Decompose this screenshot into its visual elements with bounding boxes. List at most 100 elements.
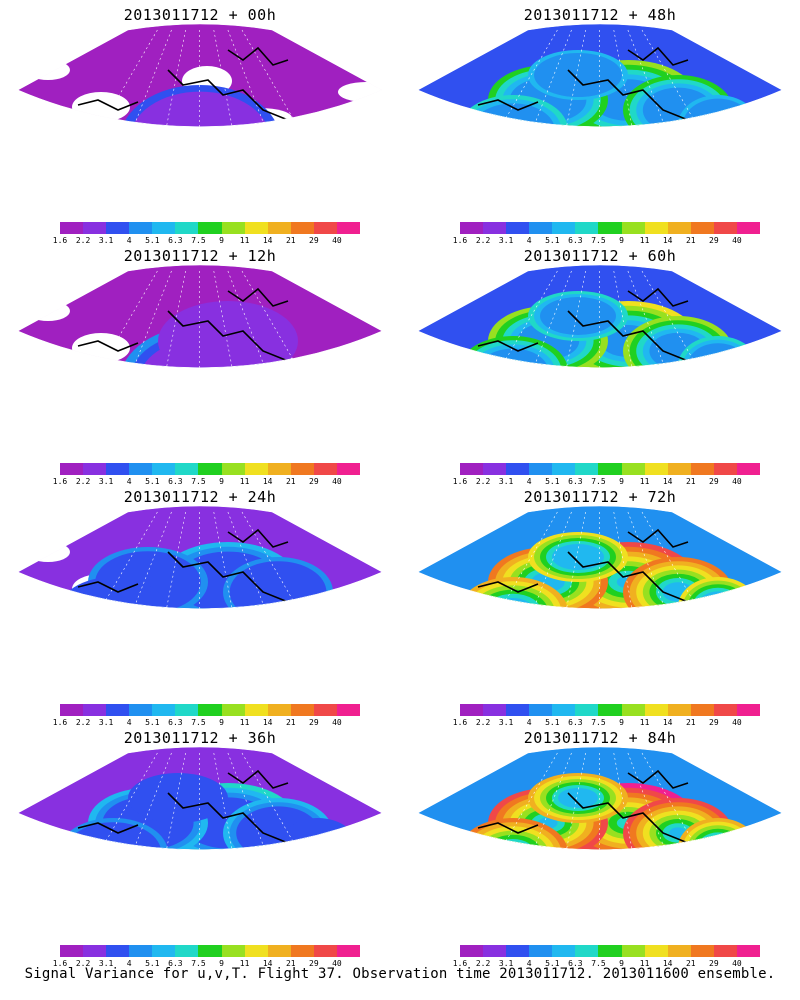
colorbar-swatch — [460, 222, 484, 234]
latitude-line — [18, 156, 382, 198]
forecast-panel: 2013011712 + 84h 1.6 2.2 3.1 4 5.1 6.3 7.5 9 11 14… — [400, 723, 800, 968]
longitude-line — [627, 752, 694, 850]
variance-contour — [540, 297, 616, 335]
colorbar-tick-label: 40 — [332, 959, 342, 968]
latitude-line — [418, 857, 782, 895]
colorbar-tick-label: 3.1 — [498, 718, 514, 727]
variance-map — [417, 746, 783, 895]
colorbar-tick-label: 14 — [262, 959, 273, 968]
longitude-line — [598, 511, 600, 609]
longitude-line — [151, 29, 186, 127]
colorbar-swatch — [336, 704, 361, 716]
colorbar-swatch — [736, 704, 761, 716]
longitude-line — [504, 752, 572, 850]
longitude-line — [627, 511, 694, 609]
longitude-line — [151, 511, 186, 609]
colorbar-swatch — [267, 945, 291, 957]
colorbar-tick-label: 6.3 — [168, 718, 183, 727]
colorbar-tick-label: 1.6 — [452, 236, 468, 245]
colorbar-tick-label: 14 — [662, 959, 673, 968]
colorbar-tick-label: 14 — [262, 718, 273, 727]
latitude-line — [18, 397, 382, 439]
colorbar-tick-label: 11 — [239, 236, 250, 245]
longitude-line — [613, 752, 647, 850]
longitude-line — [551, 270, 586, 368]
colorbar-ticks: 1.6 2.2 3.1 4 5.1 6.3 7.5 9 11 14 21 29 40 — [53, 477, 360, 487]
colorbar-tick-label: 40 — [332, 236, 342, 245]
colorbar-swatch — [129, 222, 153, 234]
latitude-line — [18, 178, 382, 224]
colorbar-swatch — [60, 704, 84, 716]
map-outline — [417, 746, 783, 850]
colorbar-tick-label: 14 — [662, 477, 673, 486]
figure-caption: Signal Variance for u,v,T. Flight 37. Ob… — [24, 966, 776, 982]
colorbar-tick-label: 5.1 — [545, 718, 560, 727]
colorbar-swatch — [175, 945, 199, 957]
longitude-line — [104, 29, 172, 127]
colorbar-tick-label: 1.6 — [52, 959, 68, 968]
colorbar-swatch — [667, 704, 691, 716]
panel-title: 2013011712 + 72h — [523, 488, 677, 506]
variance-contour — [587, 372, 613, 390]
colorbar-swatch — [60, 463, 84, 475]
colorbar-swatch — [267, 704, 291, 716]
colorbar-tick-label: 6.3 — [568, 718, 583, 727]
forecast-panel: 2013011712 + 00h 1.6 2.2 3.1 4 5.1 6.3 7.5 9 11 14… — [0, 0, 400, 245]
longitude-line — [227, 270, 294, 368]
colorbar-tick-label: 9 — [619, 959, 624, 968]
colorbar-swatch — [152, 463, 176, 475]
colorbar-tick-label: 14 — [662, 718, 673, 727]
longitude-line — [198, 511, 200, 609]
colorbar-tick-label: 29 — [309, 477, 319, 486]
no-data-patch — [274, 140, 352, 170]
colorbar-swatch — [690, 704, 714, 716]
colorbar-tick-label: 11 — [639, 959, 650, 968]
longitude-line — [227, 29, 294, 127]
colorbar-swatch — [483, 704, 507, 716]
colorbar-tick-label: 21 — [685, 718, 696, 727]
latitude-line — [18, 660, 382, 706]
colorbar-tick-label: 4 — [526, 477, 532, 486]
colorbar-tick-label: 5.1 — [145, 718, 160, 727]
colorbar — [60, 945, 361, 957]
colorbar-tick-label: 7.5 — [191, 959, 206, 968]
longitude-line — [504, 270, 572, 368]
variance-contour — [491, 598, 535, 609]
variance-contour — [552, 544, 604, 570]
colorbar-swatch — [713, 945, 737, 957]
latitude-line — [18, 375, 382, 413]
no-data-patch — [274, 381, 352, 411]
variance-contour — [687, 343, 749, 368]
colorbar-swatch — [313, 704, 337, 716]
colorbar-tick-label: 1.6 — [452, 477, 468, 486]
colorbar-swatch — [713, 704, 737, 716]
longitude-line — [213, 29, 247, 127]
colorbar-tick-label: 14 — [262, 477, 273, 486]
variance-contour — [587, 613, 613, 631]
colorbar-tick-label: 3.1 — [498, 236, 514, 245]
colorbar-tick-label: 6.3 — [168, 477, 183, 486]
variance-contour — [497, 843, 529, 850]
coastline — [477, 528, 749, 609]
no-data-patch — [72, 333, 130, 363]
colorbar-tick-label: 4 — [526, 959, 532, 968]
colorbar-swatch — [483, 945, 507, 957]
colorbar-swatch — [667, 222, 691, 234]
colorbar-tick-label: 9 — [619, 718, 624, 727]
latitude-line — [18, 638, 382, 680]
colorbar-swatch — [483, 222, 507, 234]
map-outline — [417, 505, 783, 609]
colorbar-tick-label: 4 — [126, 236, 132, 245]
panel-title: 2013011712 + 60h — [523, 247, 677, 265]
colorbar-tick-label: 11 — [639, 477, 650, 486]
longitude-line — [551, 752, 586, 850]
longitude-line — [551, 511, 586, 609]
colorbar-swatch — [244, 222, 268, 234]
colorbar-swatch — [106, 222, 130, 234]
colorbar-swatch — [313, 222, 337, 234]
colorbar-swatch — [198, 945, 222, 957]
colorbar-swatch — [221, 463, 245, 475]
variance-contour — [573, 143, 634, 196]
coastline — [77, 287, 349, 368]
colorbar-swatch — [575, 463, 599, 475]
